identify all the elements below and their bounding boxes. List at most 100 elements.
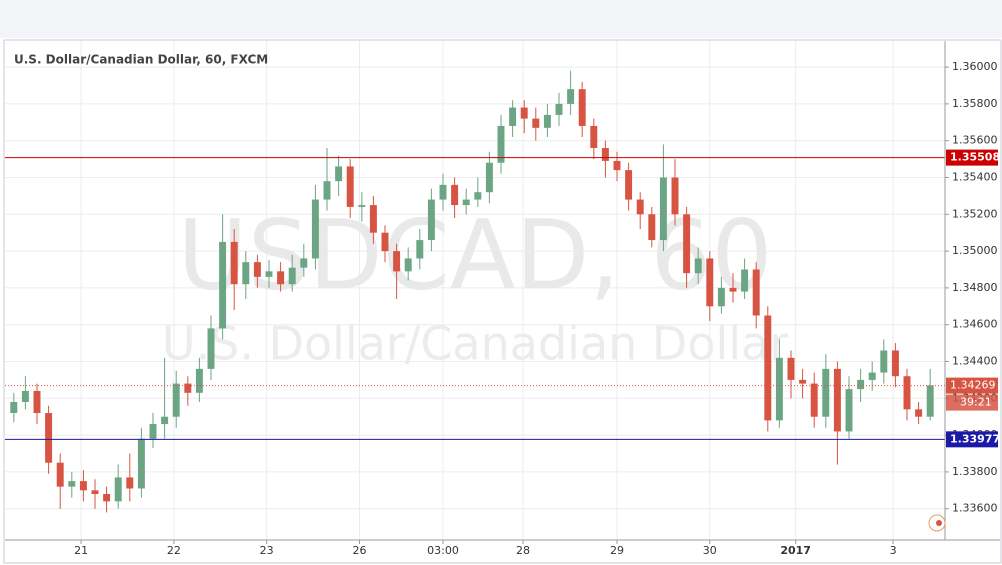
watermark-subtitle: U.S. Dollar/Canadian Dollar bbox=[162, 317, 788, 371]
chart-title: U.S. Dollar/Canadian Dollar, 60, FXCM bbox=[14, 53, 268, 67]
candle-body bbox=[683, 214, 691, 274]
candle-body bbox=[915, 409, 923, 417]
last-price-box bbox=[946, 377, 998, 394]
level-label: 1.33977 bbox=[950, 432, 1000, 445]
candle-body bbox=[404, 258, 412, 272]
y-tick-label: 1.33600 bbox=[952, 502, 998, 515]
candle-body bbox=[810, 383, 818, 417]
level-label-box bbox=[946, 149, 998, 166]
currency-icon-dot bbox=[936, 520, 942, 526]
level-label: 1.35508 bbox=[950, 151, 1000, 164]
y-tick-label: 1.34400 bbox=[952, 355, 998, 368]
countdown-box bbox=[946, 394, 998, 411]
candle-body bbox=[764, 315, 772, 421]
candle-body bbox=[439, 184, 447, 200]
candle-body bbox=[787, 357, 795, 380]
candle-body bbox=[636, 199, 644, 215]
candle-body bbox=[369, 205, 377, 233]
candle-body bbox=[601, 148, 609, 161]
candle-body bbox=[219, 241, 227, 329]
candle-body bbox=[868, 372, 876, 380]
y-tick-label: 1.34800 bbox=[952, 281, 998, 294]
candle-body bbox=[833, 368, 841, 432]
candle-body bbox=[381, 232, 389, 252]
x-tick-label: 26 bbox=[352, 544, 366, 557]
candle-body bbox=[729, 287, 737, 292]
candle-body bbox=[857, 379, 865, 390]
candle-body bbox=[845, 389, 853, 432]
candle-body bbox=[497, 125, 505, 163]
last-price-label: 1.34269 bbox=[950, 379, 996, 392]
candle-body bbox=[393, 251, 401, 272]
candle-body bbox=[659, 177, 667, 241]
candle-body bbox=[137, 438, 145, 489]
x-tick-label: 22 bbox=[167, 544, 181, 557]
candle-body bbox=[474, 192, 482, 200]
candle-body bbox=[926, 385, 934, 417]
x-tick-label: 23 bbox=[260, 544, 274, 557]
candle-body bbox=[103, 493, 111, 502]
candle-body bbox=[242, 262, 250, 285]
candle-body bbox=[880, 350, 888, 373]
candle-body bbox=[230, 241, 238, 285]
plot bbox=[5, 70, 945, 513]
x-tick-label: 2017 bbox=[780, 544, 811, 557]
candle-body bbox=[613, 160, 621, 171]
candle-body bbox=[903, 376, 911, 410]
candle-body bbox=[149, 424, 157, 439]
candle-body bbox=[822, 368, 830, 417]
candle-body bbox=[335, 166, 343, 182]
y-tick-label: 1.35800 bbox=[952, 97, 998, 110]
x-tick-label: 29 bbox=[610, 544, 624, 557]
candle-body bbox=[33, 390, 41, 414]
axes: 1.336001.338001.340001.342001.344001.346… bbox=[74, 60, 1000, 557]
candle-body bbox=[126, 477, 134, 489]
candle-body bbox=[625, 170, 633, 200]
candle-body bbox=[555, 103, 563, 115]
x-tick-label: 30 bbox=[703, 544, 717, 557]
candle-body bbox=[799, 379, 807, 384]
candle-body bbox=[323, 181, 331, 200]
y-tick-label: 1.35600 bbox=[952, 134, 998, 147]
candle-body bbox=[288, 267, 296, 285]
x-tick-label: 03:00 bbox=[427, 544, 459, 557]
candle-body bbox=[648, 214, 656, 241]
candle-body bbox=[427, 199, 435, 241]
candle-body bbox=[694, 258, 702, 274]
candle-body bbox=[891, 350, 899, 377]
candle-body bbox=[172, 383, 180, 417]
candle-body bbox=[45, 413, 53, 463]
candle-body bbox=[567, 89, 575, 104]
candle-body bbox=[79, 481, 87, 491]
candle-body bbox=[775, 357, 783, 421]
candle-body bbox=[300, 258, 308, 268]
x-tick-label: 3 bbox=[890, 544, 897, 557]
candle-body bbox=[462, 199, 470, 206]
candle-body bbox=[68, 481, 76, 487]
y-tick-label: 1.34600 bbox=[952, 318, 998, 331]
candle-body bbox=[195, 368, 203, 393]
candle-body bbox=[752, 269, 760, 316]
candle-body bbox=[277, 271, 285, 285]
candle-body bbox=[253, 262, 261, 277]
candle-body bbox=[184, 383, 192, 393]
top-bar bbox=[0, 0, 1002, 38]
countdown-label: 39:21 bbox=[960, 396, 992, 409]
y-tick-label: 1.35000 bbox=[952, 244, 998, 257]
candle-body bbox=[358, 205, 366, 207]
candle-body bbox=[161, 416, 169, 425]
candle-body bbox=[509, 107, 517, 126]
candle-body bbox=[706, 258, 714, 307]
candle-body bbox=[311, 199, 319, 259]
candle-body bbox=[346, 166, 354, 207]
candle-body bbox=[717, 287, 725, 307]
grid bbox=[5, 41, 945, 540]
candle-body bbox=[91, 490, 99, 494]
candle-body bbox=[520, 107, 528, 119]
candle-body bbox=[578, 89, 586, 126]
level-label-box bbox=[946, 431, 998, 448]
candle-body bbox=[485, 162, 493, 193]
candle-body bbox=[10, 401, 18, 414]
